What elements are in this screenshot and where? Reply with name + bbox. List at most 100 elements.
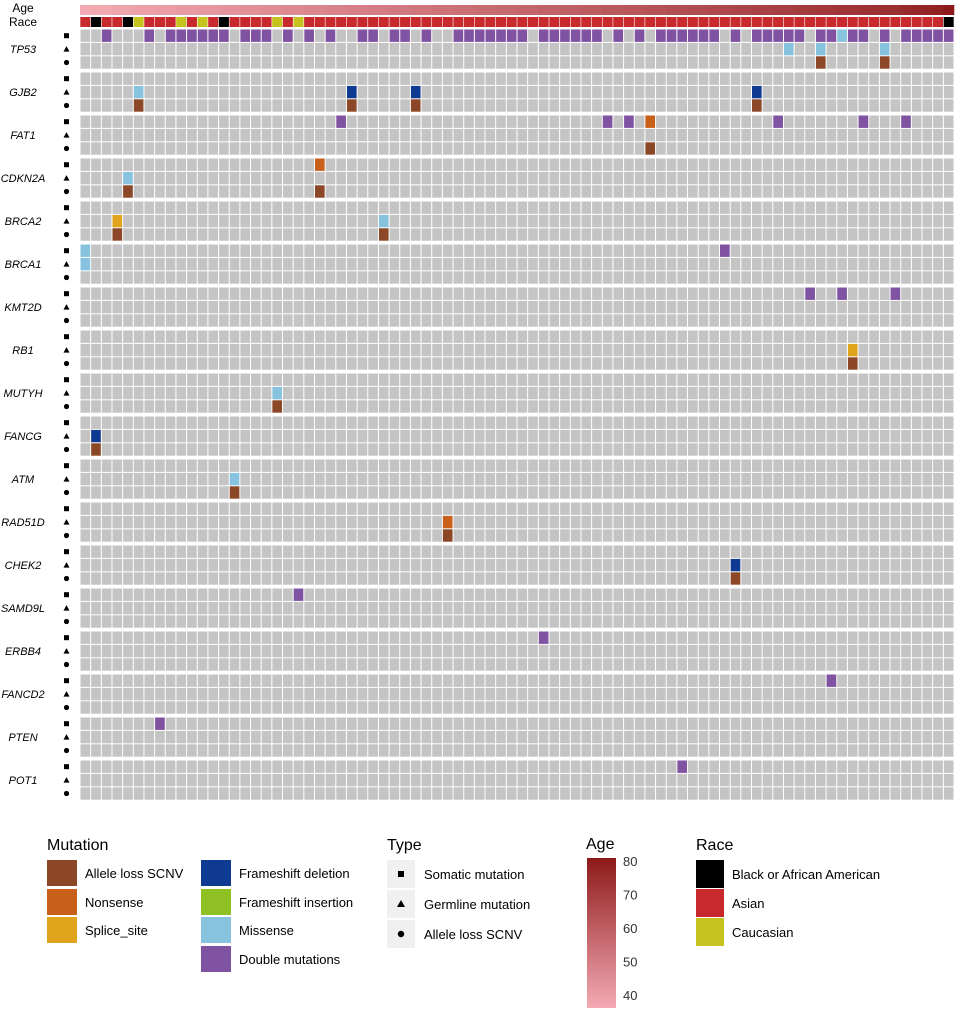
empty-cell (592, 644, 602, 658)
empty-cell (229, 142, 240, 155)
empty-cell (272, 631, 283, 644)
empty-cell (805, 515, 815, 529)
empty-cell (229, 787, 240, 800)
empty-cell (474, 158, 485, 171)
empty-cell (741, 158, 751, 171)
empty-cell (645, 744, 656, 757)
empty-cell (410, 459, 421, 472)
empty-cell (901, 142, 911, 155)
empty-cell (240, 142, 251, 155)
empty-cell (123, 515, 133, 529)
empty-cell (656, 244, 666, 257)
empty-cell (325, 773, 336, 787)
type-symbol-square (64, 76, 69, 82)
empty-cell (570, 343, 581, 357)
empty-cell (720, 115, 730, 128)
empty-cell (421, 185, 432, 198)
empty-cell (464, 343, 474, 357)
empty-cell (592, 386, 602, 400)
empty-cell (890, 760, 901, 773)
empty-cell (219, 529, 229, 542)
empty-cell (890, 85, 901, 99)
empty-cell (165, 228, 176, 241)
empty-cell (837, 687, 847, 701)
empty-cell (720, 572, 730, 585)
empty-cell (506, 201, 517, 214)
age-cell (623, 5, 635, 15)
empty-cell (389, 373, 400, 386)
empty-cell (314, 29, 325, 42)
empty-cell (794, 314, 805, 327)
empty-cell (325, 615, 336, 628)
empty-cell (933, 72, 943, 85)
empty-cell (815, 529, 826, 542)
empty-cell (293, 674, 304, 687)
empty-cell (325, 429, 336, 443)
empty-cell (624, 658, 634, 671)
empty-cell (613, 644, 624, 658)
empty-cell (304, 257, 314, 271)
empty-cell (815, 459, 826, 472)
empty-cell (815, 558, 826, 572)
empty-cell (560, 529, 570, 542)
empty-cell (133, 615, 144, 628)
empty-cell (783, 386, 794, 400)
empty-cell (176, 674, 187, 687)
empty-cell (346, 730, 357, 744)
empty-cell (869, 631, 879, 644)
type-symbol-square (64, 162, 69, 168)
empty-cell (517, 201, 528, 214)
empty-cell (219, 502, 229, 515)
mutation-cell-double (709, 29, 720, 42)
empty-cell (304, 572, 314, 585)
empty-cell (688, 443, 698, 456)
race-cell (272, 17, 283, 27)
empty-cell (378, 459, 389, 472)
mutation-cell-double (720, 244, 730, 257)
empty-cell (261, 443, 272, 456)
empty-cell (187, 687, 197, 701)
empty-cell (613, 300, 624, 314)
empty-cell (720, 717, 730, 730)
empty-cell (933, 99, 943, 112)
empty-cell (208, 171, 219, 185)
empty-cell (538, 343, 549, 357)
empty-cell (464, 773, 474, 787)
empty-cell (943, 545, 954, 558)
empty-cell (709, 271, 720, 284)
empty-cell (240, 386, 251, 400)
empty-cell (325, 357, 336, 370)
empty-cell (91, 701, 101, 714)
empty-cell (80, 158, 91, 171)
empty-cell (837, 85, 847, 99)
age-cell (527, 5, 539, 15)
empty-cell (826, 416, 837, 429)
empty-cell (613, 271, 624, 284)
empty-cell (442, 185, 453, 198)
empty-cell (570, 502, 581, 515)
empty-cell (879, 588, 890, 601)
empty-cell (421, 158, 432, 171)
empty-cell (112, 244, 123, 257)
empty-cell (357, 687, 368, 701)
empty-cell (709, 601, 720, 615)
empty-cell (890, 343, 901, 357)
empty-cell (890, 545, 901, 558)
empty-cell (805, 400, 815, 413)
empty-cell (261, 515, 272, 529)
empty-cell (666, 588, 677, 601)
empty-cell (773, 486, 783, 499)
race-cell (783, 17, 794, 27)
empty-cell (645, 486, 656, 499)
mutation-cell-double (187, 29, 197, 42)
empty-cell (624, 644, 634, 658)
empty-cell (314, 42, 325, 56)
empty-cell (581, 472, 592, 486)
empty-cell (709, 658, 720, 671)
empty-cell (805, 85, 815, 99)
empty-cell (442, 773, 453, 787)
empty-cell (240, 257, 251, 271)
empty-cell (720, 529, 730, 542)
empty-cell (144, 744, 155, 757)
empty-cell (165, 744, 176, 757)
